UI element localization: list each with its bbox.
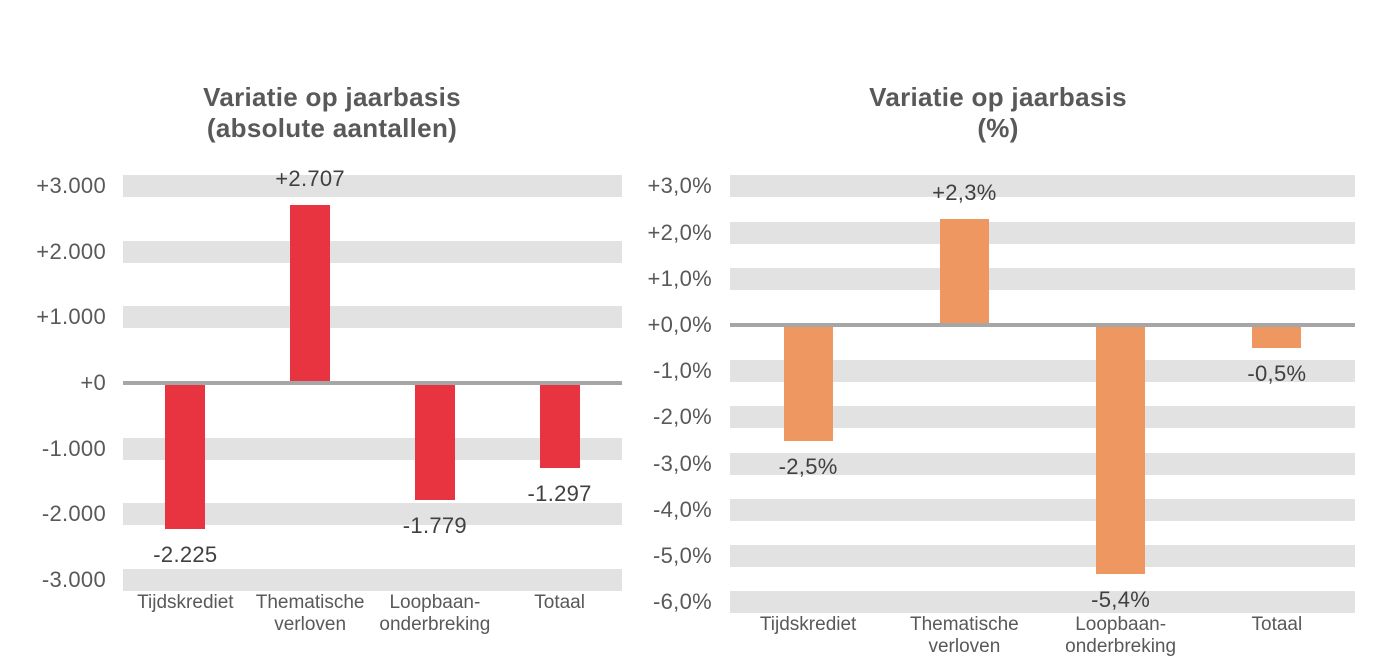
bar-data-label: -2,5%	[778, 453, 838, 479]
category-label: Thematische verloven	[909, 614, 1019, 657]
gridline-band	[730, 406, 1355, 429]
category-label: Thematische verloven	[255, 592, 365, 635]
gridline-band	[123, 568, 622, 591]
bar-tijdskrediet	[165, 383, 206, 529]
y-tick-label: +2,0%	[647, 219, 712, 245]
category-label: Totaal	[534, 592, 585, 613]
y-tick-label: -3.000	[41, 566, 106, 592]
bar-totaal	[1252, 325, 1302, 349]
bar-loopbaan	[414, 383, 455, 500]
y-tick-label: -4,0%	[653, 496, 712, 522]
gridline-band	[123, 306, 622, 329]
bar-tijdskrediet	[783, 325, 833, 441]
gridline-band	[730, 591, 1355, 614]
bar-data-label: -0,5%	[1247, 361, 1307, 387]
category-label: Tijdskrediet	[137, 592, 234, 613]
gridline-band	[123, 503, 622, 526]
gridline-band	[123, 240, 622, 263]
y-tick-label: -3,0%	[653, 450, 712, 476]
y-tick-label: +3.000	[36, 173, 106, 199]
bar-thematische	[290, 205, 331, 383]
right-chart-title-line1: Variatie op jaarbasis	[869, 82, 1127, 112]
zero-axis-line	[730, 323, 1355, 327]
gridline-band	[730, 545, 1355, 567]
right-chart-title-line2: (%)	[977, 113, 1019, 143]
y-tick-label: -1,0%	[653, 358, 712, 384]
zero-axis-line	[123, 381, 622, 385]
bar-data-label: -1.779	[402, 512, 467, 538]
y-tick-label: -1.000	[41, 435, 106, 461]
y-tick-label: +0,0%	[647, 312, 712, 337]
y-tick-label: +3,0%	[647, 173, 712, 199]
gridline-band	[123, 437, 622, 460]
y-tick-label: -2.000	[41, 501, 106, 527]
bar-data-label: +2,3%	[932, 179, 997, 205]
bar-totaal	[539, 383, 580, 469]
bar-data-label: +2.707	[275, 166, 345, 192]
y-tick-label: -6,0%	[653, 589, 712, 615]
y-tick-label: -5,0%	[653, 543, 712, 568]
gridline-band	[730, 175, 1355, 198]
y-tick-label: -2,0%	[653, 404, 712, 430]
gridline-band	[730, 267, 1355, 290]
y-tick-label: +0	[80, 370, 106, 395]
right-chart-title: Variatie op jaarbasis (%)	[748, 82, 1248, 144]
gridline-band	[730, 498, 1355, 521]
bar-data-label: -5,4%	[1091, 587, 1151, 613]
gridline-band	[730, 221, 1355, 244]
gridline-band	[123, 175, 622, 198]
category-label: Loopbaan- onderbreking	[379, 592, 491, 635]
category-label: Totaal	[1251, 614, 1303, 635]
gridline-band	[730, 452, 1355, 475]
y-tick-label: +1.000	[36, 304, 106, 330]
bar-thematische	[939, 218, 989, 325]
left-chart-title-line1: Variatie op jaarbasis	[203, 82, 461, 112]
left-chart-title-line2: (absolute aantallen)	[206, 113, 458, 143]
y-tick-label: +2.000	[36, 238, 106, 264]
bar-data-label: -2.225	[153, 541, 218, 567]
y-tick-label: +1,0%	[647, 265, 712, 291]
category-label: Loopbaan- onderbreking	[1065, 614, 1177, 657]
bar-data-label: -1.297	[527, 481, 592, 507]
category-label: Tijdskrediet	[759, 614, 857, 635]
left-chart-title: Variatie op jaarbasis (absolute aantalle…	[82, 82, 582, 144]
gridline-band	[730, 360, 1355, 383]
bar-loopbaan	[1096, 325, 1146, 575]
